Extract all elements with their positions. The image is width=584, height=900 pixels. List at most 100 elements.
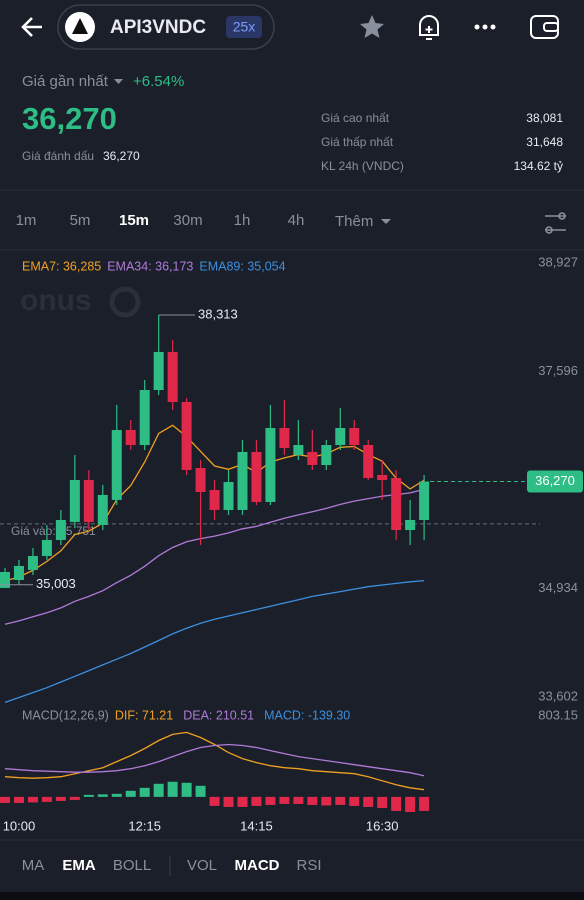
timeframe-tab[interactable]: 1m: [16, 212, 37, 229]
candle-body: [69, 479, 80, 522]
watermark: onus: [20, 284, 92, 317]
macd-bar: [391, 796, 402, 811]
macd-bar: [251, 796, 262, 806]
candle-body: [111, 430, 122, 500]
macd-bar: [335, 796, 346, 805]
change-percent: +6.54%: [133, 73, 184, 90]
entry-label: Giá vào: 35,751: [11, 524, 96, 538]
more-timeframes[interactable]: Thêm: [335, 213, 373, 230]
y-tick-label: 803.15: [538, 707, 578, 722]
macd-bar: [181, 782, 192, 797]
candle-body: [293, 445, 304, 455]
high-marker-label: 38,313: [198, 306, 238, 321]
indicator-tab[interactable]: MACD: [235, 857, 280, 874]
candle-body: [195, 468, 206, 492]
pair-selector[interactable]: [57, 4, 275, 50]
timeframe-tab[interactable]: 4h: [288, 212, 305, 229]
timeframe-tab[interactable]: 15m: [119, 212, 149, 229]
leverage: 25x: [233, 19, 256, 35]
legend-entry: EMA89: 35,054: [199, 259, 285, 273]
wallet-icon: [543, 22, 559, 32]
alert-button[interactable]: [419, 15, 439, 40]
candle-body: [265, 427, 276, 502]
y-tick-label: 33,602: [538, 688, 578, 703]
candle-body: [419, 481, 430, 521]
macd-bar: [419, 796, 430, 811]
candle-body: [279, 427, 290, 448]
candle-body: [335, 427, 346, 446]
indicator-tab[interactable]: EMA: [62, 857, 96, 874]
candle-body: [251, 451, 262, 502]
macd-bar: [377, 796, 388, 808]
watermark-logo: [109, 286, 141, 318]
candle-body: [83, 479, 94, 522]
timeframe-tab[interactable]: 1h: [234, 212, 251, 229]
candle-body: [223, 482, 234, 510]
candle-body: [209, 490, 220, 510]
candle-body: [139, 390, 150, 446]
macd-bar: [41, 796, 52, 802]
legend-entry: DIF: 71.21: [115, 708, 173, 722]
macd-bar: [237, 796, 248, 807]
indicator-tab[interactable]: RSI: [296, 857, 321, 874]
stat-label: Giá thấp nhất: [321, 135, 394, 149]
macd-bar: [223, 796, 234, 807]
more-button[interactable]: [474, 24, 496, 30]
indicator-tab[interactable]: VOL: [187, 857, 217, 874]
legend-entry: EMA34: 36,173: [107, 259, 193, 273]
macd-bar: [195, 785, 206, 797]
indicator-tab[interactable]: MA: [22, 857, 45, 874]
timeframe-tab[interactable]: 30m: [173, 212, 202, 229]
macd-bar: [27, 796, 38, 803]
ema-line: [4, 579, 425, 704]
macd-bar: [405, 796, 416, 812]
macd-bar: [279, 796, 290, 804]
macd-bar: [153, 783, 164, 797]
legend-entry: EMA7: 36,285: [22, 259, 101, 273]
last-price-label: Giá gần nhất: [22, 73, 109, 90]
low-marker-label: 35,003: [36, 576, 76, 591]
mark-price: 36,270: [103, 149, 140, 163]
y-tick-label: 37,596: [538, 363, 578, 378]
macd-line: [4, 731, 425, 791]
timeframe-tab[interactable]: 5m: [70, 212, 91, 229]
x-tick-label: 12:15: [128, 818, 161, 833]
macd-bar: [321, 796, 332, 806]
candle-body: [153, 351, 164, 391]
legend-entry: DEA: 210.51: [183, 708, 254, 722]
indicator-tab[interactable]: BOLL: [113, 857, 151, 874]
macd-bar: [55, 796, 66, 801]
last-price-tag: [527, 470, 583, 493]
macd-bar: [167, 781, 178, 797]
macd-bar: [139, 787, 150, 797]
stat-value: 38,081: [526, 111, 563, 125]
last-price-tag-label: 36,270: [535, 473, 575, 488]
mark-price-label: Giá đánh dấu: [22, 149, 94, 163]
chart-settings[interactable]: [545, 212, 566, 234]
candle-body: [405, 520, 416, 531]
stat-label: Giá cao nhất: [321, 111, 390, 125]
candle-body: [41, 539, 52, 557]
legend-entry: MACD: -139.30: [264, 708, 350, 722]
candle-body: [55, 520, 66, 540]
macd-bar: [111, 793, 122, 797]
y-tick-label: 38,927: [538, 254, 578, 269]
candle-body: [97, 494, 108, 525]
macd-bar: [265, 796, 276, 805]
coin-logo-mark: [72, 18, 88, 34]
back-button[interactable]: [21, 17, 42, 37]
macd-bar: [363, 796, 374, 807]
macd-bar: [0, 796, 10, 803]
dropdown-caret[interactable]: [114, 79, 123, 84]
pair-name: API3VNDC: [110, 17, 206, 38]
favorite-button[interactable]: [360, 15, 384, 38]
system-bar: [0, 892, 584, 900]
candle-body: [0, 571, 10, 588]
stat-value: 134.62 tỷ: [514, 159, 563, 173]
macd-bar: [349, 796, 360, 806]
macd-bar: [209, 796, 220, 806]
dropdown-caret: [381, 219, 391, 224]
